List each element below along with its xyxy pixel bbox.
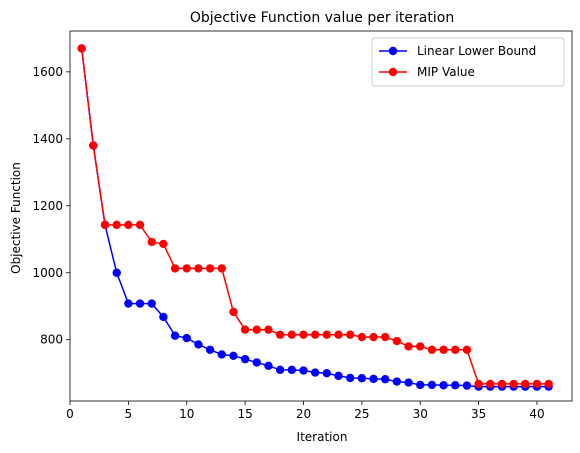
series-2-point xyxy=(381,332,390,342)
series-2-point xyxy=(416,342,425,351)
series-2-point xyxy=(147,237,156,247)
series-2-point xyxy=(252,325,261,334)
axes-frame xyxy=(69,30,573,402)
series-2-point xyxy=(112,220,121,230)
series-1-point xyxy=(451,381,460,390)
series-1-point xyxy=(124,299,133,308)
series-1-point xyxy=(392,377,402,386)
series-2-point xyxy=(474,379,483,389)
series-1-point xyxy=(322,369,332,378)
series-2-point xyxy=(509,379,518,389)
series-1-point xyxy=(194,340,203,349)
series-2-point xyxy=(287,330,297,339)
legend-swatch-marker xyxy=(388,67,398,77)
series-2-point xyxy=(544,379,553,389)
series-2-point xyxy=(451,345,460,354)
x-tick-label: 20 xyxy=(296,407,311,421)
series-2-point xyxy=(194,264,203,273)
series-1-point xyxy=(170,331,180,340)
series-2-point xyxy=(357,332,367,342)
series-2-point xyxy=(486,379,495,389)
x-tick-label: 40 xyxy=(529,407,544,421)
series-2-point xyxy=(240,325,250,334)
series-1-point xyxy=(147,299,156,308)
series-2-point xyxy=(521,379,530,389)
series-2-point xyxy=(345,330,355,339)
y-tick-label: 800 xyxy=(40,333,63,347)
series-2-point xyxy=(77,44,86,53)
series-1-point xyxy=(240,354,250,364)
legend-swatch-marker xyxy=(388,46,398,56)
series-1-point xyxy=(416,380,425,390)
series-1-point xyxy=(182,333,191,343)
series-1-point xyxy=(217,350,226,359)
series-1-point xyxy=(334,371,343,381)
series-1-point xyxy=(439,381,448,390)
x-tick-label: 15 xyxy=(237,407,252,421)
x-axis-label: Iteration xyxy=(297,430,348,444)
series-1-point xyxy=(275,365,285,375)
series-2-point xyxy=(439,345,448,354)
series-1-point xyxy=(205,345,215,354)
y-tick-label: 1000 xyxy=(32,266,63,280)
series-2-point xyxy=(217,264,226,273)
series-2-point xyxy=(369,332,378,342)
series-1-point xyxy=(357,374,367,383)
series-2-point xyxy=(334,330,343,339)
x-tick-label: 5 xyxy=(125,407,133,421)
x-tick-label: 25 xyxy=(354,407,369,421)
series-2-point xyxy=(229,307,238,317)
series-1-point xyxy=(310,368,320,377)
y-tick-label: 1200 xyxy=(32,199,63,213)
series-1-point xyxy=(299,366,308,375)
legend: Linear Lower Bound MIP Value xyxy=(371,37,565,87)
series-2-point xyxy=(89,141,98,150)
y-tick-label: 1400 xyxy=(32,132,63,146)
series-2-point xyxy=(497,379,507,389)
legend-label: MIP Value xyxy=(417,65,475,79)
x-tick-label: 35 xyxy=(471,407,486,421)
series-1-point xyxy=(252,358,261,367)
series-1-point xyxy=(381,375,390,384)
series-2-point xyxy=(322,330,332,339)
series-2-point xyxy=(404,342,413,351)
series-1-point xyxy=(345,373,355,383)
y-axis-label: Objective Function xyxy=(9,162,23,274)
series-2-point xyxy=(299,330,308,339)
series-1-point xyxy=(135,299,145,308)
series-2-point xyxy=(264,325,273,334)
series-2-point xyxy=(135,220,145,230)
series-2-point xyxy=(170,264,180,273)
x-tick-label: 10 xyxy=(179,407,194,421)
series-1-point xyxy=(404,378,413,387)
series-1-point xyxy=(159,312,168,322)
series-1-point xyxy=(427,380,437,390)
series-1-point xyxy=(462,381,472,390)
series-2-point xyxy=(205,264,215,273)
series-2-point xyxy=(100,220,110,230)
series-2-point xyxy=(182,264,191,273)
series-2-point xyxy=(275,330,285,339)
series-2-point xyxy=(392,336,402,346)
x-tick-label: 0 xyxy=(66,407,74,421)
series-1-point xyxy=(287,365,297,375)
legend-label: Linear Lower Bound xyxy=(417,44,536,58)
series-2-point xyxy=(462,345,472,354)
series-1-point xyxy=(229,351,238,360)
series-2-point xyxy=(532,379,542,389)
chart-title: Objective Function value per iteration xyxy=(190,10,454,26)
series-1-point xyxy=(369,374,378,384)
series-1-point xyxy=(264,361,273,371)
series-2-point xyxy=(124,220,133,230)
plot-area: 0 5 10 15 20 25 30 35 40 800 1000 1200 1400 1600 xyxy=(32,30,573,421)
legend-box xyxy=(371,37,565,87)
series-2-point xyxy=(310,330,320,339)
series-2-point xyxy=(159,239,168,249)
series-2-point xyxy=(427,345,437,354)
series-1-point xyxy=(112,268,121,277)
x-tick-label: 30 xyxy=(413,407,428,421)
y-tick-label: 1600 xyxy=(32,65,63,79)
